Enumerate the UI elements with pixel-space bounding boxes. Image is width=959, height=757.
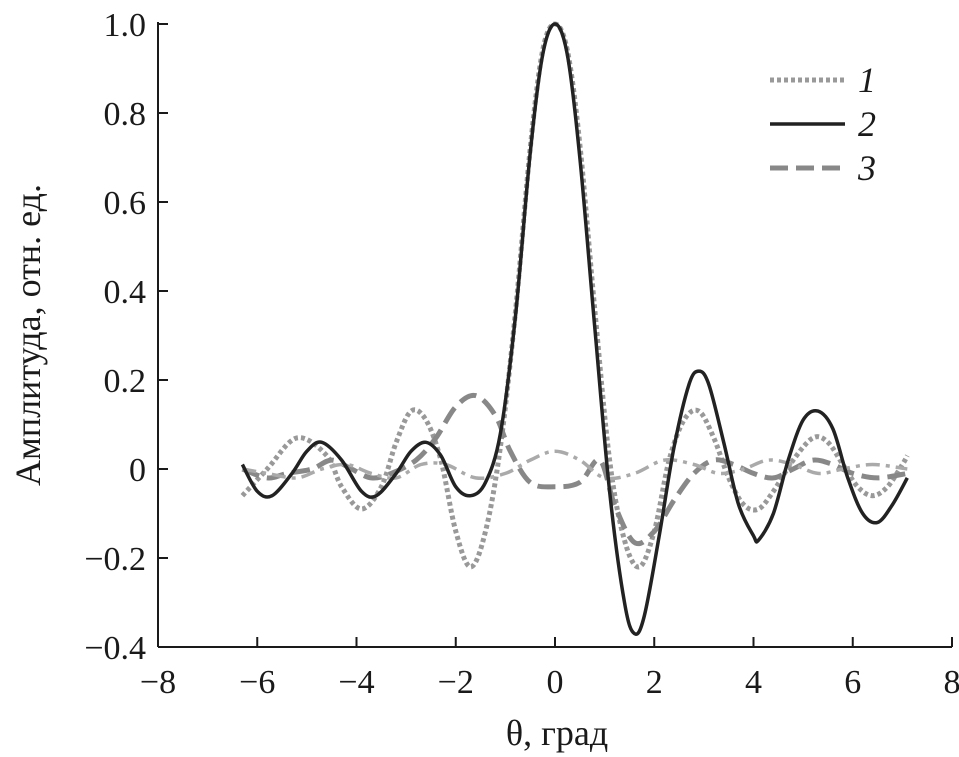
x-tick-label: 6 <box>844 664 861 701</box>
series-line-unlabeled-3 <box>242 449 908 481</box>
x-tick-label: −8 <box>140 664 176 701</box>
x-tick-label: −2 <box>438 664 474 701</box>
x-tick-label: 0 <box>547 664 564 701</box>
y-tick-label: −0.2 <box>84 541 146 578</box>
series-layer <box>240 21 910 636</box>
x-tick-label: 2 <box>646 664 663 701</box>
legend-label-3: 3 <box>857 148 876 188</box>
y-tick-label: 0.6 <box>104 185 147 222</box>
y-tick-label: 1.0 <box>104 7 147 44</box>
legend: 123 <box>770 60 876 188</box>
x-tick-label: 4 <box>745 664 762 701</box>
y-tick-label: 0.2 <box>104 363 147 400</box>
y-tick-label: 0.8 <box>104 96 147 133</box>
axes: −0.4 −0.2 0 0.2 0.4 0.6 0.8 1.0 −8 −6 −4 −2 0 2 4 6 8 <box>84 7 959 701</box>
legend-label-1: 1 <box>858 60 876 100</box>
x-tick-label: −4 <box>338 664 374 701</box>
x-tick-label: 8 <box>944 664 959 701</box>
x-tick-label: −6 <box>239 664 275 701</box>
legend-label-2: 2 <box>858 104 876 144</box>
series-line-2 <box>240 22 909 636</box>
y-tick-label: 0.4 <box>104 274 147 311</box>
series-line-3 <box>241 392 908 547</box>
y-tick-label: −0.4 <box>84 630 146 667</box>
x-axis-title: θ, град <box>506 713 608 753</box>
y-axis-title: Амплитуда, отн. ед. <box>8 184 48 486</box>
y-tick-label: 0 <box>129 452 146 489</box>
